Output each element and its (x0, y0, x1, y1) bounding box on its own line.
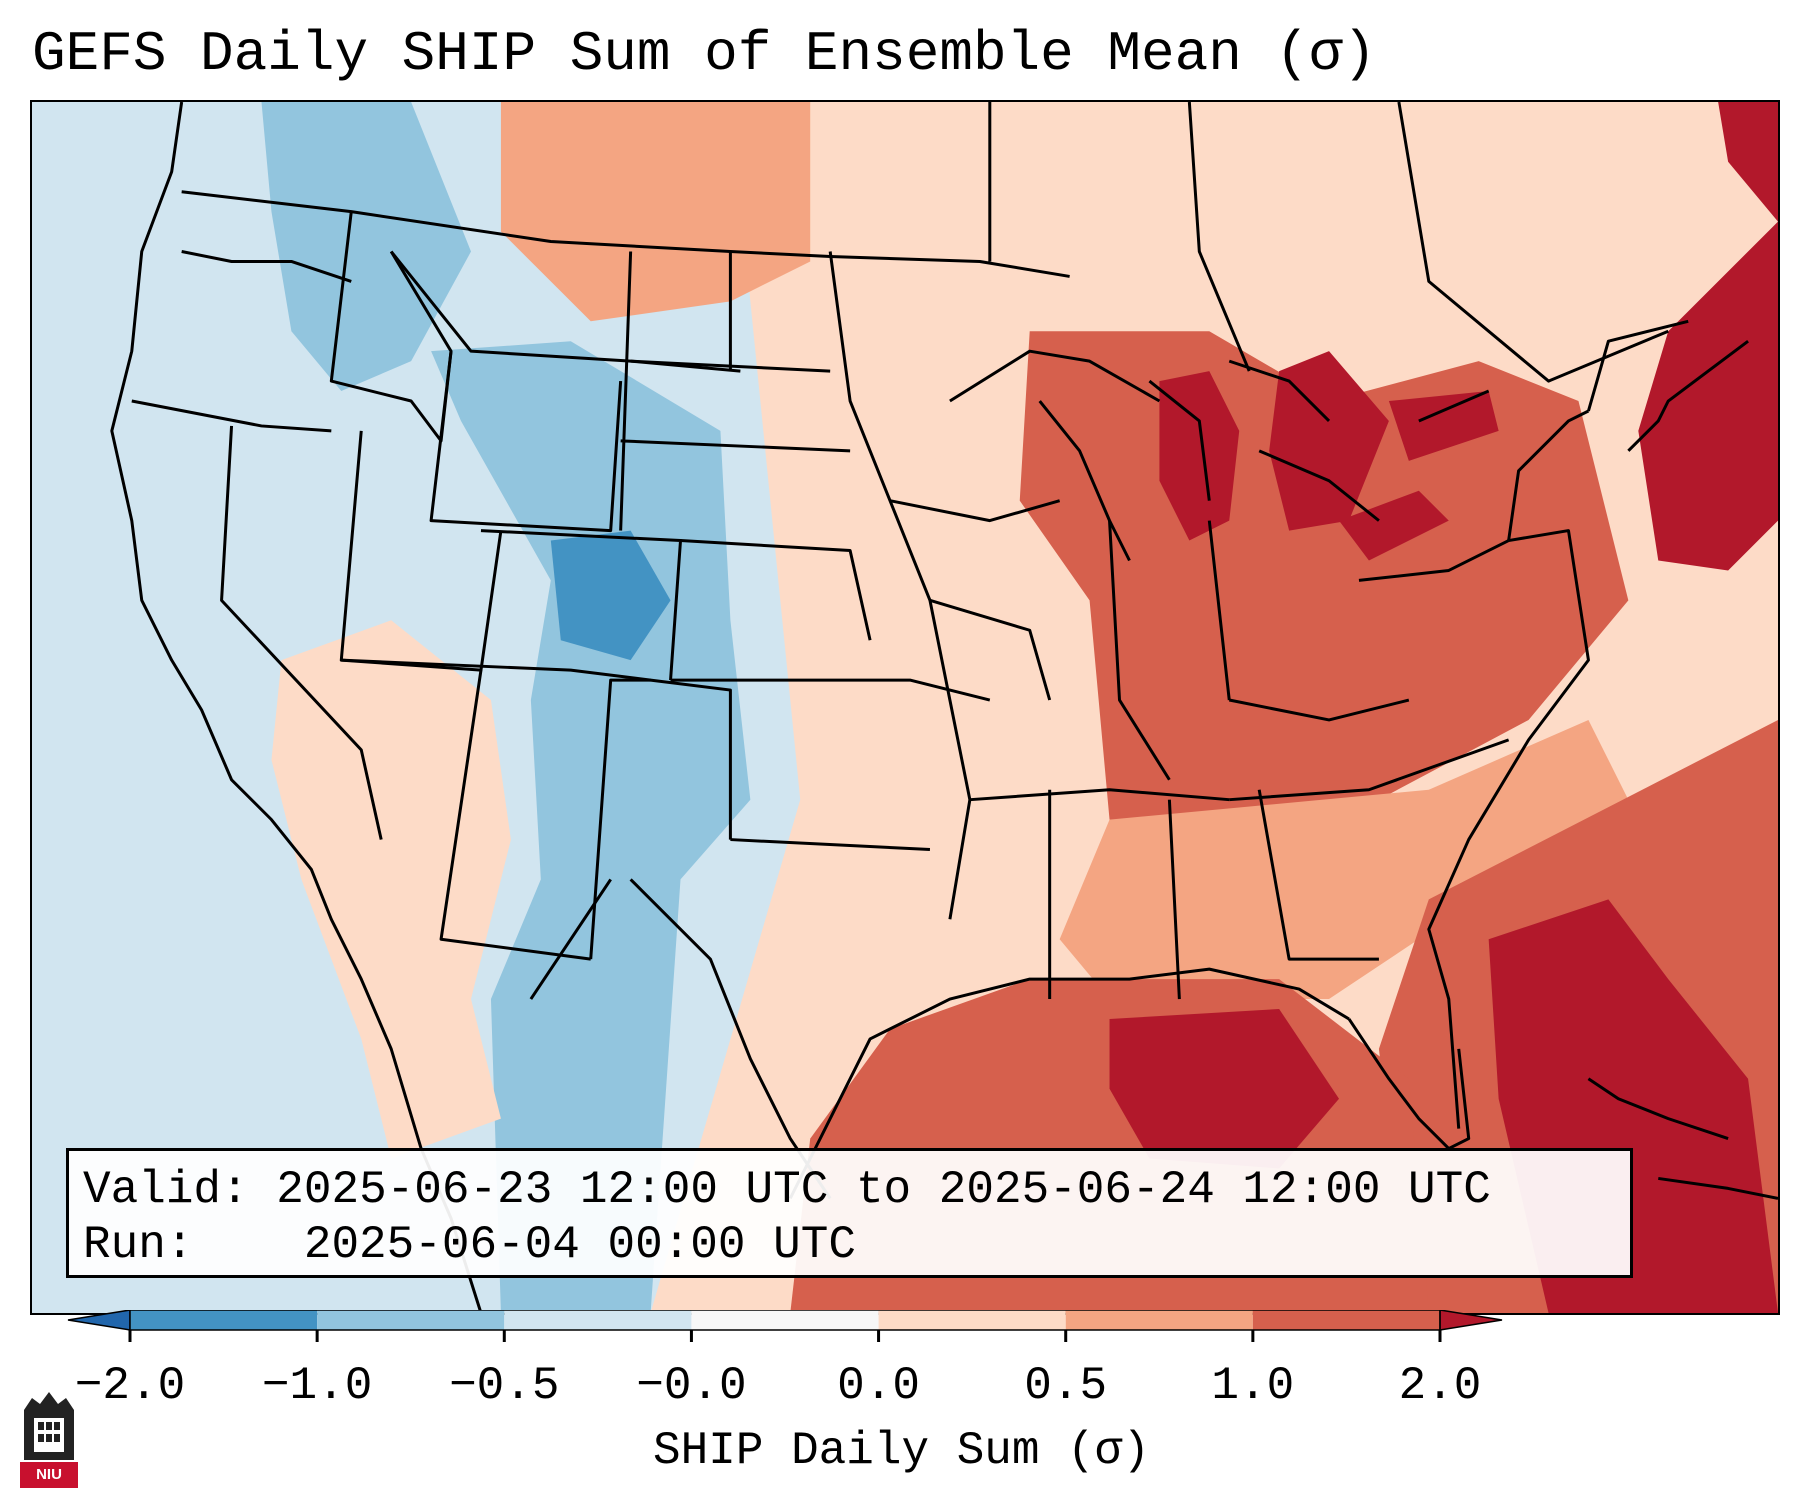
ohio-valley-lines (1108, 520, 1510, 781)
islands (1587, 1077, 1778, 1200)
colorbar-segment (317, 1310, 505, 1330)
southwest-desert (271, 620, 511, 1159)
or-ca-border (131, 399, 332, 433)
anomaly-field (32, 102, 1778, 1313)
colorbar-segment (1252, 1310, 1440, 1330)
gulf-core (1109, 1009, 1340, 1169)
great-lakes-shores (949, 349, 1490, 562)
colorbar (67, 1310, 1503, 1342)
colorbar-tick-label: 2.0 (1398, 1360, 1482, 1412)
northeast-us (1638, 102, 1778, 571)
colorbar-tick-label: 0.0 (837, 1360, 920, 1412)
nm-tx-border (589, 678, 732, 960)
nv-ut-border (339, 430, 503, 672)
colorbar-extend-high (1439, 1310, 1503, 1331)
colorado-core (550, 530, 671, 661)
niu-logo-icon (20, 1392, 78, 1488)
great-basin-blue (261, 102, 471, 392)
canada-lines (988, 102, 1669, 383)
southeast-us (1059, 719, 1629, 1000)
colorbar-tick-label: −0.0 (636, 1360, 747, 1412)
east-coast (1427, 529, 1590, 1129)
southeast-lines (1048, 738, 1510, 1000)
run-label: Run: (83, 1219, 194, 1271)
gulf-coast (788, 967, 1350, 1200)
wa-or-border (181, 250, 352, 283)
colorbar-outline (129, 1310, 1441, 1331)
colorbar-segment (878, 1310, 1066, 1330)
ut-az-line (341, 658, 651, 682)
colorbar-segment (691, 1310, 879, 1330)
mt-wy-border (390, 250, 741, 373)
four-corners-blue (431, 341, 751, 1313)
valid-label: Valid: (83, 1164, 249, 1216)
colorbar-tick-label: −0.5 (449, 1360, 560, 1412)
colorbar-segment (504, 1310, 692, 1330)
colorbar-extend-low (67, 1310, 131, 1331)
colorbar-tick-label: −1.0 (261, 1360, 373, 1412)
map-panel (30, 100, 1780, 1315)
plains-lines (670, 539, 991, 852)
chart-title: GEFS Daily SHIP Sum of Ensemble Mean (σ) (32, 22, 1377, 86)
colorbar-label: SHIP Daily Sum (σ) (653, 1425, 1150, 1477)
colorbar-segment (1065, 1310, 1253, 1330)
midwest-lines (889, 499, 1230, 802)
florida (1347, 1018, 1471, 1151)
coastline-west (110, 102, 483, 1313)
colorbar-tick-label: 1.0 (1211, 1360, 1295, 1412)
run-value: 2025-06-04 00:00 UTC (303, 1219, 856, 1271)
colorbar-segment (130, 1310, 318, 1330)
colorbar-tick-label: −2.0 (74, 1360, 186, 1412)
colorbar-tick-label: 0.5 (1024, 1360, 1108, 1412)
northeast-lines (1507, 319, 1749, 541)
canadian-prairies (500, 102, 811, 322)
niu-logo-text: NIU (36, 1466, 62, 1483)
colorbar-segments (67, 1310, 1503, 1331)
valid-value: 2025-06-23 12:00 UTC to 2025-06-24 12:00… (276, 1164, 1491, 1216)
ca-nv-border (220, 425, 383, 840)
state-borders (110, 102, 1778, 1313)
id-border (329, 211, 453, 443)
wy-box (429, 351, 623, 533)
az-nm-border (439, 669, 591, 961)
colorbar-ticks (128, 1330, 1442, 1342)
map-canvas (32, 102, 1778, 1313)
dakotas-line (619, 251, 851, 531)
lake-cores (1159, 351, 1499, 561)
validity-info-box: Valid: 2025-06-23 12:00 UTC to 2025-06-2… (66, 1148, 1633, 1278)
